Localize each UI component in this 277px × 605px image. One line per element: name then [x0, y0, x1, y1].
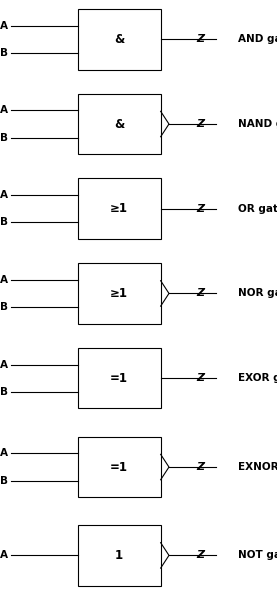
- Bar: [78, 525, 161, 586]
- Text: EXNOR gate: EXNOR gate: [238, 462, 277, 472]
- Text: Z: Z: [197, 373, 205, 383]
- Text: Z: Z: [197, 34, 205, 44]
- Text: ≥1: ≥1: [110, 287, 128, 300]
- Bar: [78, 437, 161, 497]
- Text: Z: Z: [197, 551, 205, 560]
- Text: A: A: [0, 21, 8, 31]
- Text: 1: 1: [115, 549, 123, 562]
- Text: Z: Z: [197, 119, 205, 129]
- Text: A: A: [0, 448, 8, 459]
- Bar: [78, 9, 161, 70]
- Text: A: A: [0, 359, 8, 370]
- Bar: [78, 94, 161, 154]
- Text: A: A: [0, 105, 8, 116]
- Text: NAND gate: NAND gate: [238, 119, 277, 129]
- Text: NOR gate: NOR gate: [238, 289, 277, 298]
- Text: ≥1: ≥1: [110, 202, 128, 215]
- Text: B: B: [0, 476, 8, 486]
- Text: Z: Z: [197, 204, 205, 214]
- Text: B: B: [0, 302, 8, 312]
- Text: B: B: [0, 48, 8, 58]
- Text: Z: Z: [197, 462, 205, 472]
- Text: Z: Z: [197, 289, 205, 298]
- Bar: [78, 263, 161, 324]
- Bar: [78, 178, 161, 239]
- Text: AND gate: AND gate: [238, 34, 277, 44]
- Text: EXOR gate: EXOR gate: [238, 373, 277, 383]
- Text: &: &: [114, 117, 124, 131]
- Text: A: A: [0, 275, 8, 285]
- Text: A: A: [0, 190, 8, 200]
- Text: A: A: [0, 551, 8, 560]
- Text: B: B: [0, 217, 8, 227]
- Text: B: B: [0, 132, 8, 143]
- Text: &: &: [114, 33, 124, 46]
- Text: NOT gate: NOT gate: [238, 551, 277, 560]
- Text: =1: =1: [110, 460, 128, 474]
- Text: B: B: [0, 387, 8, 397]
- Text: OR gate: OR gate: [238, 204, 277, 214]
- Bar: [78, 348, 161, 408]
- Text: =1: =1: [110, 371, 128, 385]
